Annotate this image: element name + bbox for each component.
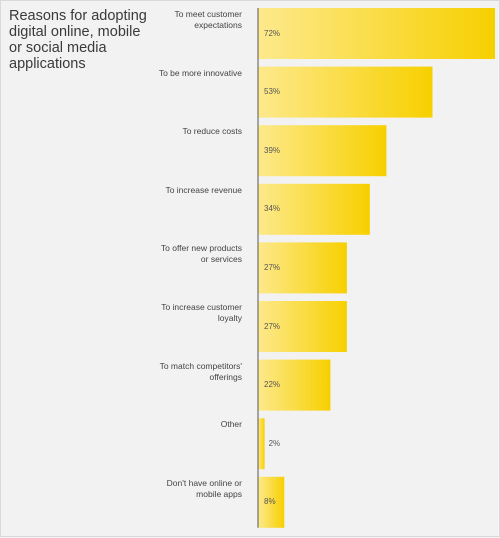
value-label: 8% (264, 497, 276, 507)
value-label: 22% (264, 380, 281, 390)
category-label: To reduce costs (182, 126, 242, 137)
category-label: To increase revenue (165, 184, 242, 195)
category-label: To be more innovative (158, 67, 242, 78)
chart-title: Reasons for adopting digital online, mob… (9, 8, 147, 72)
value-label: 72% (264, 28, 281, 38)
bar (258, 8, 495, 59)
category-label: To meet customer expectations (174, 9, 242, 30)
category-label: To increase customer loyalty (161, 302, 242, 323)
value-label: 27% (264, 321, 281, 331)
value-label: 34% (264, 204, 281, 214)
category-label: To offer new products or services (160, 243, 242, 265)
bar (258, 301, 347, 352)
bar (258, 125, 387, 177)
value-label: 27% (264, 262, 281, 272)
bar (258, 418, 265, 470)
value-label: 2% (268, 438, 281, 448)
category-label: To match competitors' offerings (159, 360, 242, 382)
bar (258, 66, 433, 118)
value-label: 39% (264, 145, 281, 155)
category-label: Other (220, 419, 242, 430)
bar (258, 183, 370, 235)
bar (258, 476, 285, 528)
value-label: 53% (264, 87, 281, 97)
bar (258, 359, 331, 411)
category-label: Don't have online or mobile apps (166, 477, 242, 499)
bar (258, 242, 347, 294)
